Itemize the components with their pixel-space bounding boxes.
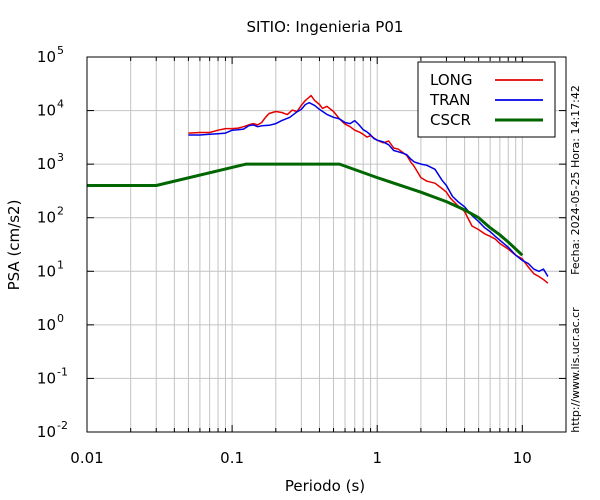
y-tick-label: 10 (37, 262, 56, 280)
y-tick-label: 10 (37, 316, 56, 334)
x-tick-label: 0.01 (70, 449, 103, 467)
legend: LONG TRAN CSCR (417, 61, 556, 138)
y-tick-label: 10 (37, 48, 56, 66)
series-lines (87, 94, 549, 284)
x-axis-label: Periodo (s) (285, 477, 365, 495)
y-tick-label: 10 (37, 423, 56, 441)
source-url-label: http://www.lis.ucr.ac.cr (569, 307, 582, 433)
y-axis-label: PSA (cm/s2) (5, 200, 23, 291)
legend-label-tran: TRAN (429, 91, 470, 109)
y-tick-exponent: 1 (57, 258, 64, 271)
y-tick-exponent: 5 (57, 44, 64, 57)
chart-title: SITIO: Ingenieria P01 (247, 18, 404, 36)
timestamp-label: Fecha: 2024-05-25 Hora: 14:17:42 (569, 85, 582, 275)
x-tick-label: 1 (372, 449, 382, 467)
y-tick-label: 10 (37, 369, 56, 387)
series-line-cscr (87, 162, 524, 257)
y-tick-exponent: 2 (57, 205, 64, 218)
x-tick-label: 0.1 (220, 449, 244, 467)
legend-label-cscr: CSCR (430, 111, 471, 129)
x-tick-label: 10 (513, 449, 532, 467)
y-tick-exponent: -2 (57, 419, 68, 432)
y-tick-exponent: 4 (57, 98, 64, 111)
plot-frame (86, 56, 567, 433)
y-tick-label: 10 (37, 155, 56, 173)
y-tick-exponent: 3 (57, 151, 64, 164)
y-tick-exponent: 0 (57, 312, 64, 325)
y-tick-label: 10 (37, 102, 56, 120)
series-line-long (188, 94, 549, 284)
y-tick-label: 10 (37, 209, 56, 227)
legend-label-long: LONG (430, 71, 472, 89)
series-line-tran (188, 101, 549, 277)
x-axis-ticks: 0.01 0.1 1 10 (70, 57, 567, 467)
y-tick-exponent: -1 (57, 365, 68, 378)
